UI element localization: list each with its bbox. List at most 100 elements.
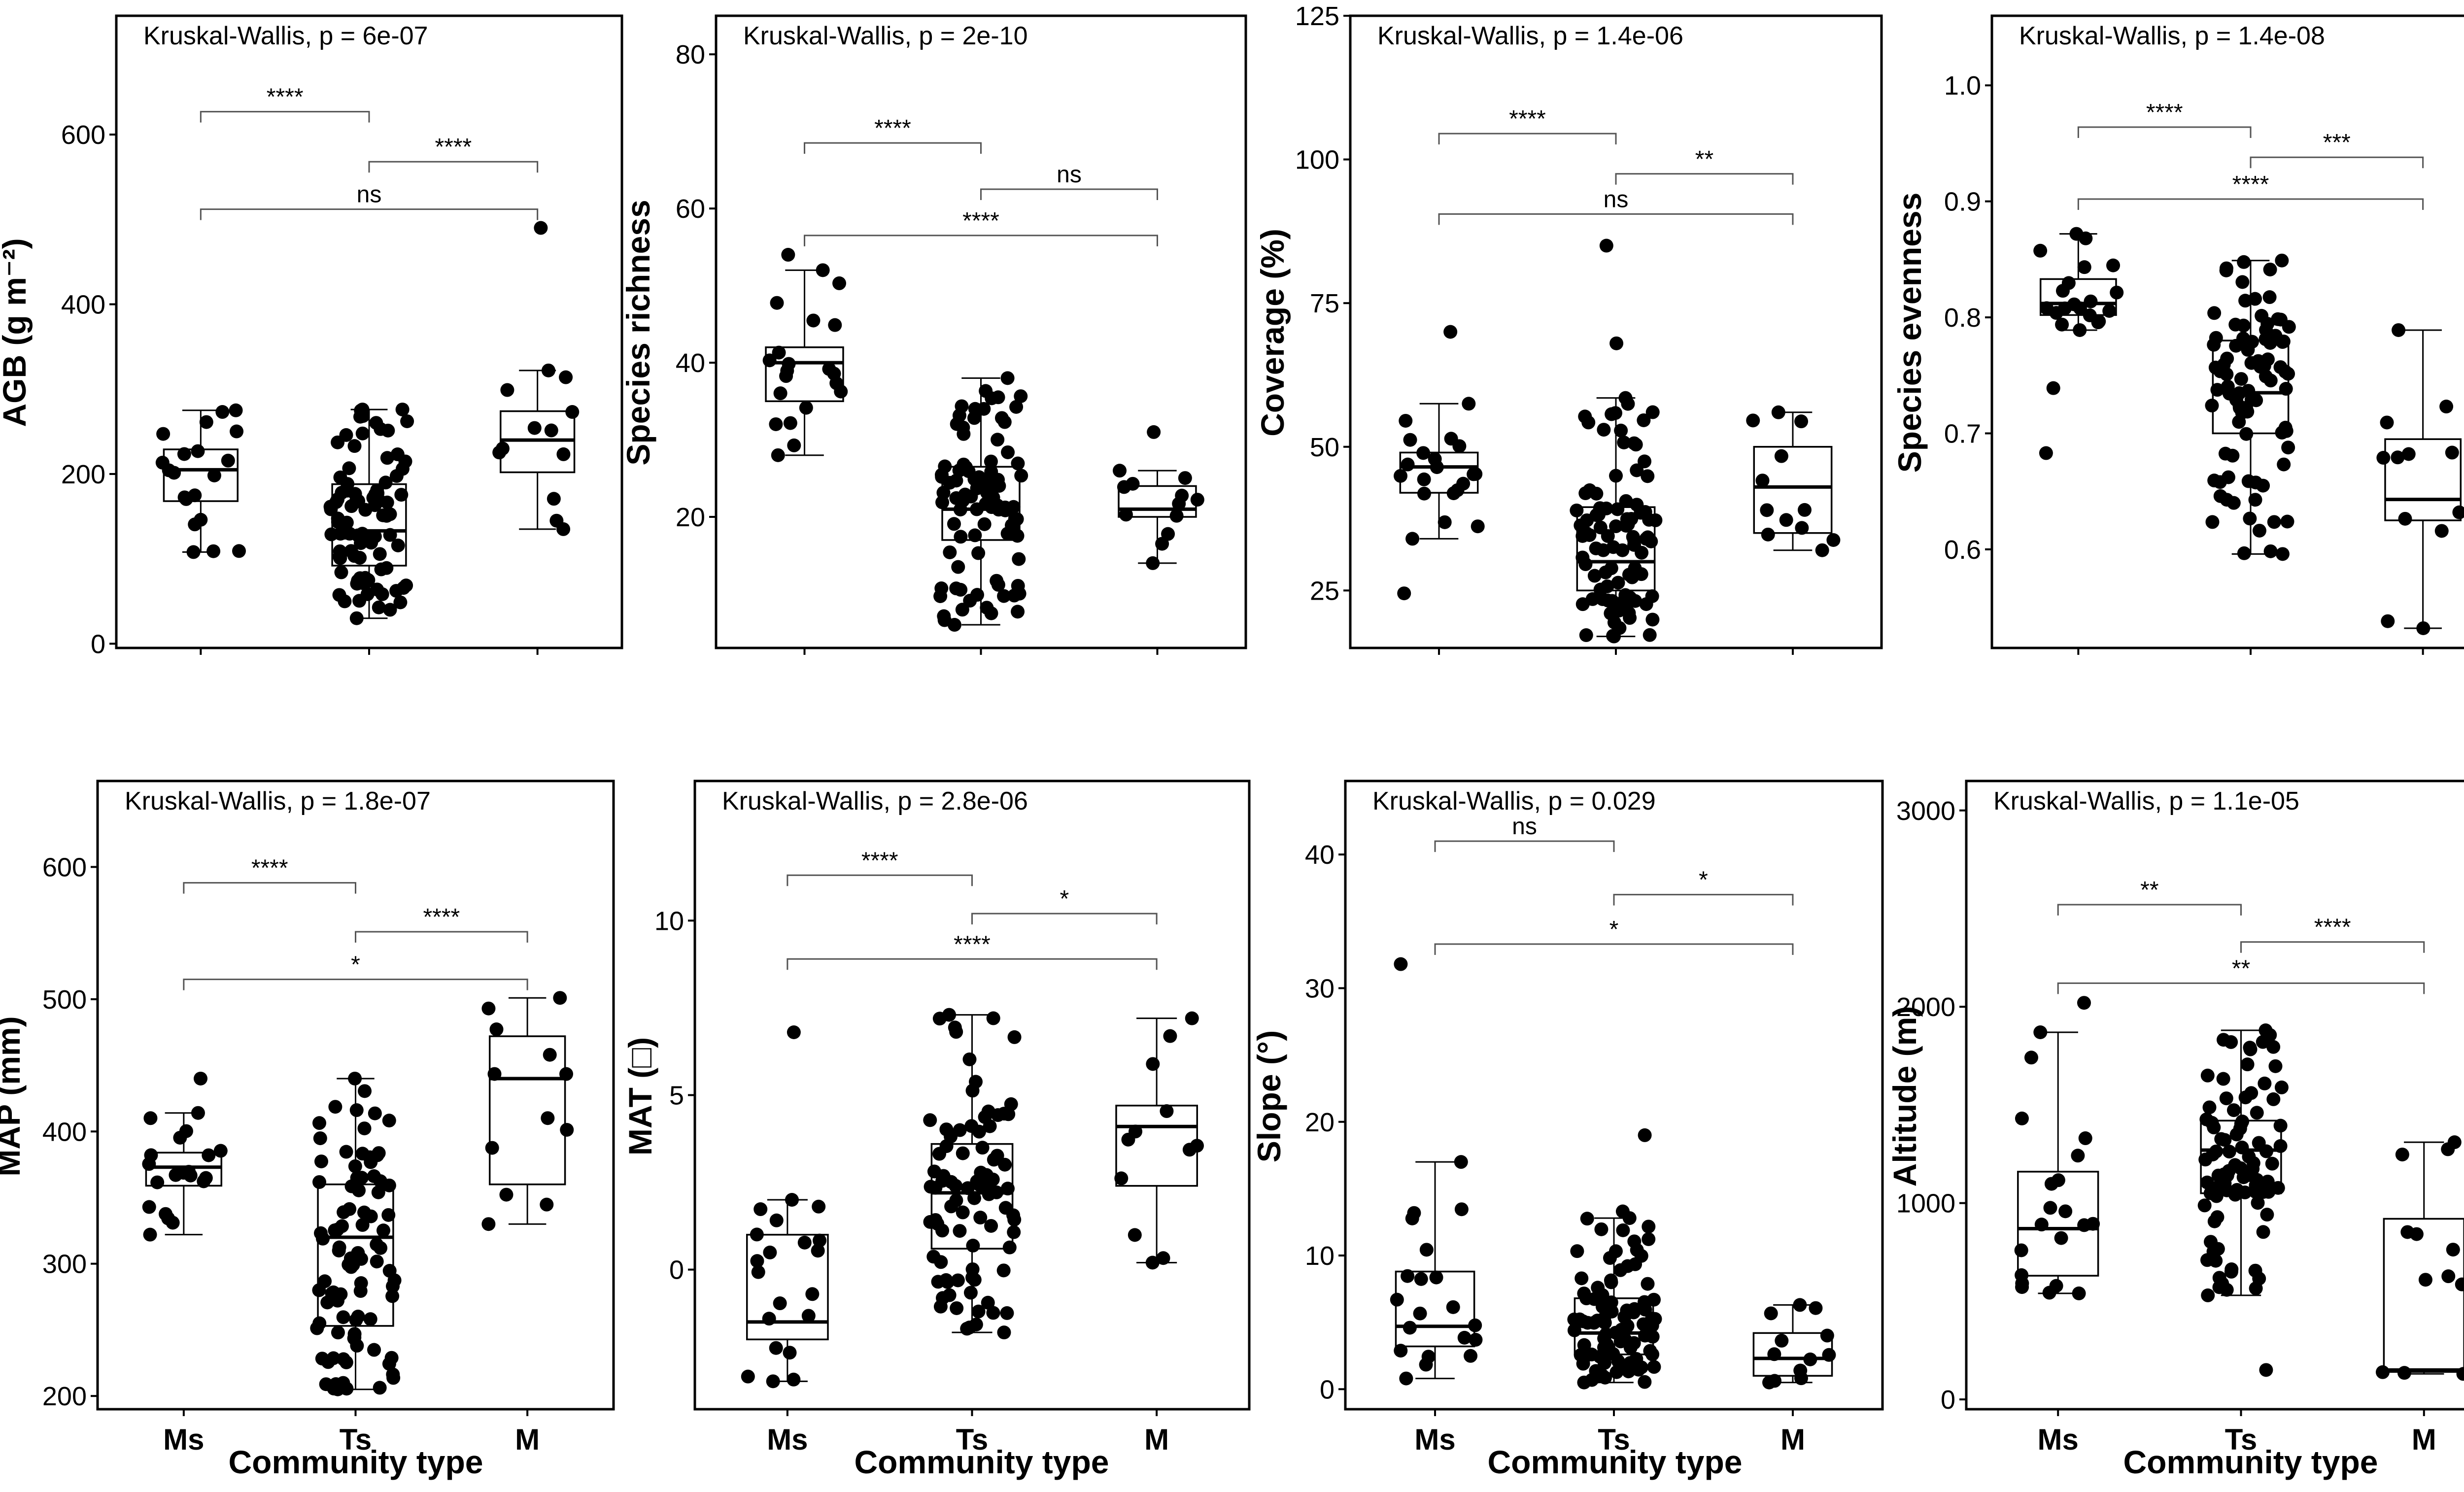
significance-label: **** — [2146, 100, 2183, 126]
data-point — [2439, 400, 2454, 414]
box-body — [1752, 1332, 1833, 1377]
data-point — [1001, 445, 1015, 459]
data-point — [953, 1224, 967, 1238]
data-point — [1146, 556, 1160, 570]
significance-bracket — [368, 161, 539, 173]
significance-bracket — [971, 913, 1158, 925]
data-point — [527, 421, 542, 435]
data-point — [2078, 1131, 2092, 1146]
data-point — [2263, 262, 2277, 276]
data-point — [1641, 1277, 1655, 1291]
box-M — [2375, 1135, 2464, 1381]
x-axis-title-1: Community type — [228, 1444, 483, 1480]
data-point — [2211, 1242, 2225, 1256]
data-point — [1155, 537, 1169, 551]
data-point — [2224, 1262, 2239, 1277]
data-point — [1634, 567, 1648, 581]
box-M — [1746, 405, 1841, 557]
data-point — [1462, 397, 1476, 411]
data-point — [2401, 447, 2416, 461]
data-point — [923, 1113, 937, 1127]
significance-label: **** — [267, 84, 304, 110]
data-point — [380, 495, 394, 509]
significance-label: **** — [2232, 171, 2269, 198]
x-axis-title-3: Community type — [1487, 1444, 1742, 1480]
data-point — [2455, 1277, 2464, 1291]
data-point — [1645, 405, 1660, 419]
y-tick-label: 3000 — [1896, 796, 1955, 826]
y-tick-label: 0.7 — [1944, 419, 1981, 448]
data-point — [2416, 621, 2430, 635]
data-point — [827, 367, 841, 381]
data-point — [943, 545, 957, 559]
data-point — [2238, 1090, 2253, 1105]
y-tick-label: 80 — [676, 40, 705, 69]
x-tick-label: Ts — [956, 1423, 989, 1456]
data-point — [1608, 406, 1622, 420]
y-tick-label: 75 — [1310, 289, 1339, 318]
data-point — [1820, 1328, 1834, 1343]
panel-mat: Kruskal-Wallis, p = 2.8e-06 MAT (□) 0 5 10 Ms… — [622, 780, 1251, 1456]
data-point — [487, 1067, 502, 1081]
data-point — [383, 528, 397, 542]
y-tick-label: 20 — [676, 503, 705, 532]
outlier-point — [2259, 1363, 2273, 1377]
data-point — [339, 1355, 353, 1369]
data-point — [213, 1144, 228, 1158]
data-point — [1617, 435, 1631, 449]
data-point — [2033, 243, 2048, 258]
data-point — [2275, 425, 2289, 440]
outlier-point — [781, 248, 795, 262]
data-point — [1577, 1287, 1591, 1301]
data-point — [549, 513, 564, 528]
data-point — [773, 386, 787, 401]
data-point — [2040, 301, 2054, 315]
data-point — [2221, 470, 2235, 484]
data-point — [2199, 1112, 2214, 1126]
data-point — [2014, 1243, 2028, 1257]
significance-label: * — [1060, 886, 1069, 912]
data-point — [2044, 1177, 2058, 1191]
data-point — [947, 517, 961, 531]
significance-bracket — [980, 188, 1158, 201]
data-point — [2209, 1254, 2223, 1268]
significance-bracket — [2240, 941, 2425, 953]
data-point — [156, 427, 171, 441]
data-point — [2220, 1183, 2234, 1197]
data-point — [984, 465, 998, 479]
data-point — [1619, 494, 1633, 508]
data-point — [1641, 469, 1655, 483]
data-point — [2222, 1164, 2236, 1178]
significance-bracket — [1615, 173, 1794, 185]
data-point — [766, 1374, 780, 1389]
data-point — [1645, 1347, 1660, 1361]
data-point — [371, 486, 385, 500]
data-point — [541, 1111, 555, 1125]
data-point — [1000, 1306, 1014, 1320]
data-point — [313, 1131, 327, 1146]
data-point — [2237, 546, 2251, 560]
data-point — [1009, 400, 1024, 414]
data-point — [150, 1175, 165, 1189]
kruskal-wallis-label: Kruskal-Wallis, p = 1.8e-07 — [125, 787, 431, 815]
data-point — [1468, 1318, 1482, 1332]
data-point — [1429, 1270, 1443, 1285]
data-point — [352, 1183, 366, 1197]
data-point — [375, 587, 389, 601]
data-point — [782, 357, 796, 371]
data-point — [2219, 1091, 2233, 1106]
data-point — [2273, 1119, 2288, 1133]
data-point — [1574, 1271, 1589, 1286]
data-point — [2446, 1243, 2460, 1257]
data-point — [1803, 1352, 1817, 1366]
data-point — [1454, 1155, 1468, 1169]
box-Ms — [1390, 1155, 1483, 1386]
data-point — [2275, 253, 2289, 268]
data-point — [949, 1025, 963, 1039]
data-point — [385, 1289, 400, 1303]
data-point — [332, 588, 346, 602]
data-point — [2248, 493, 2262, 507]
data-point — [1450, 483, 1465, 497]
data-point — [2257, 359, 2271, 373]
